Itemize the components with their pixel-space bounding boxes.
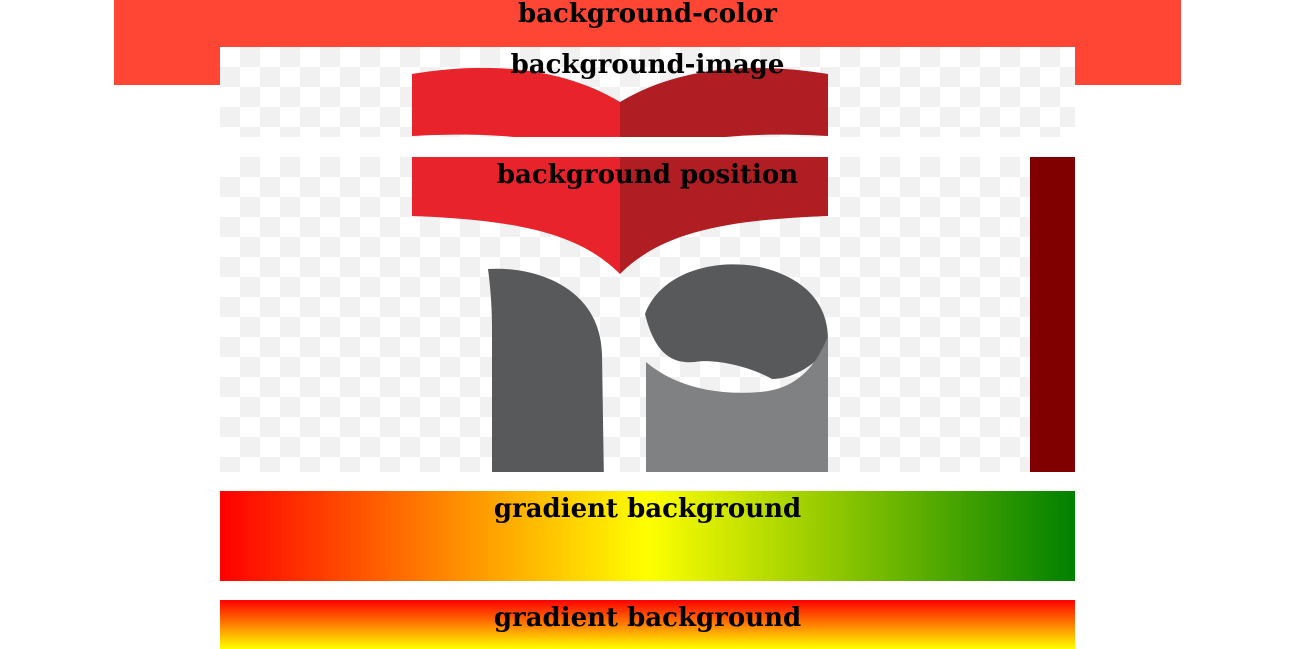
book-logo-icon [412, 67, 828, 137]
gradient-vertical-box: gradient background [220, 600, 1075, 649]
book-left-page [412, 67, 620, 137]
book-logo-icon [412, 157, 828, 472]
letter-s-top [645, 264, 828, 379]
gradient-vertical-label: gradient background [493, 603, 802, 633]
background-position-label: background position [496, 160, 799, 190]
background-position-box: background position [220, 157, 1075, 472]
dark-red-stripe [1030, 157, 1075, 472]
letter-s-bottom [646, 336, 828, 472]
gradient-horizontal-label: gradient background [493, 494, 802, 524]
book-left-page [412, 157, 620, 274]
letter-i-shape [488, 268, 604, 472]
book-right-page [620, 157, 828, 274]
background-image-label: background-image [510, 50, 785, 80]
gradient-horizontal-box: gradient background [220, 491, 1075, 581]
background-color-label: background-color [518, 0, 777, 29]
book-right-page [620, 67, 828, 137]
background-image-box: background-image [220, 47, 1075, 137]
